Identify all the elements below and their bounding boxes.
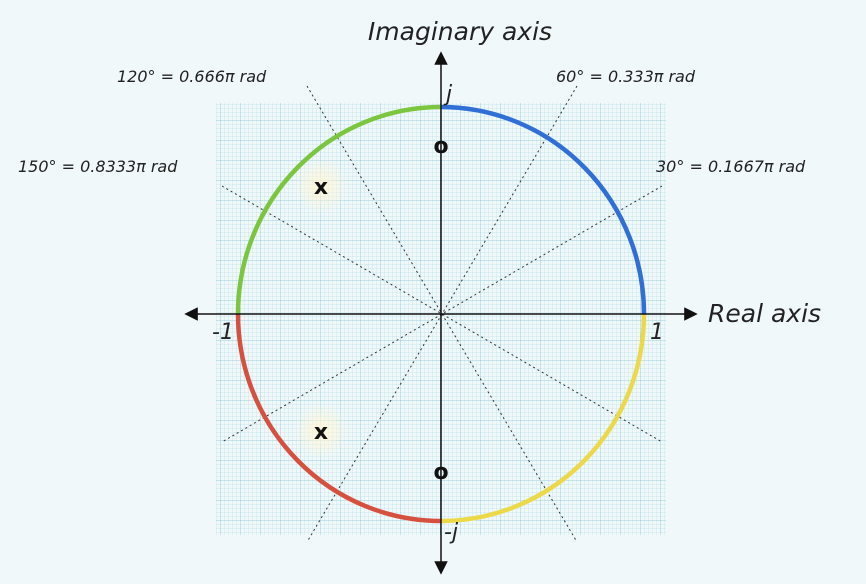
pole-upper: x [314,175,328,200]
pole-lower: x [314,420,328,445]
arc-quadrant-3 [235,313,442,524]
imag-tick-negative: -j [444,520,459,545]
zero-upper: o [433,134,448,159]
pole-glow-lower [293,403,349,459]
real-axis-title: Real axis [708,299,821,328]
zero-lower: o [433,460,448,485]
angle-label-30: 30° = 0.1667π rad [656,157,806,176]
real-tick-positive: 1 [650,320,664,345]
imag-tick-positive: j [443,82,453,107]
guide-60deg [306,85,578,543]
angle-label-120: 120° = 0.666π rad [117,67,267,86]
pole-glow-upper [293,158,349,214]
imaginary-axis-title: Imaginary axis [368,17,552,46]
arc-quadrant-4 [440,313,647,524]
angle-guides [221,85,663,543]
arc-quadrant-1 [440,104,647,315]
angle-label-150: 150° = 0.8333π rad [18,157,178,176]
arc-quadrant-2 [235,104,442,315]
real-tick-negative: -1 [212,320,234,345]
guide-120deg [306,85,578,543]
angle-label-60: 60° = 0.333π rad [556,67,696,86]
